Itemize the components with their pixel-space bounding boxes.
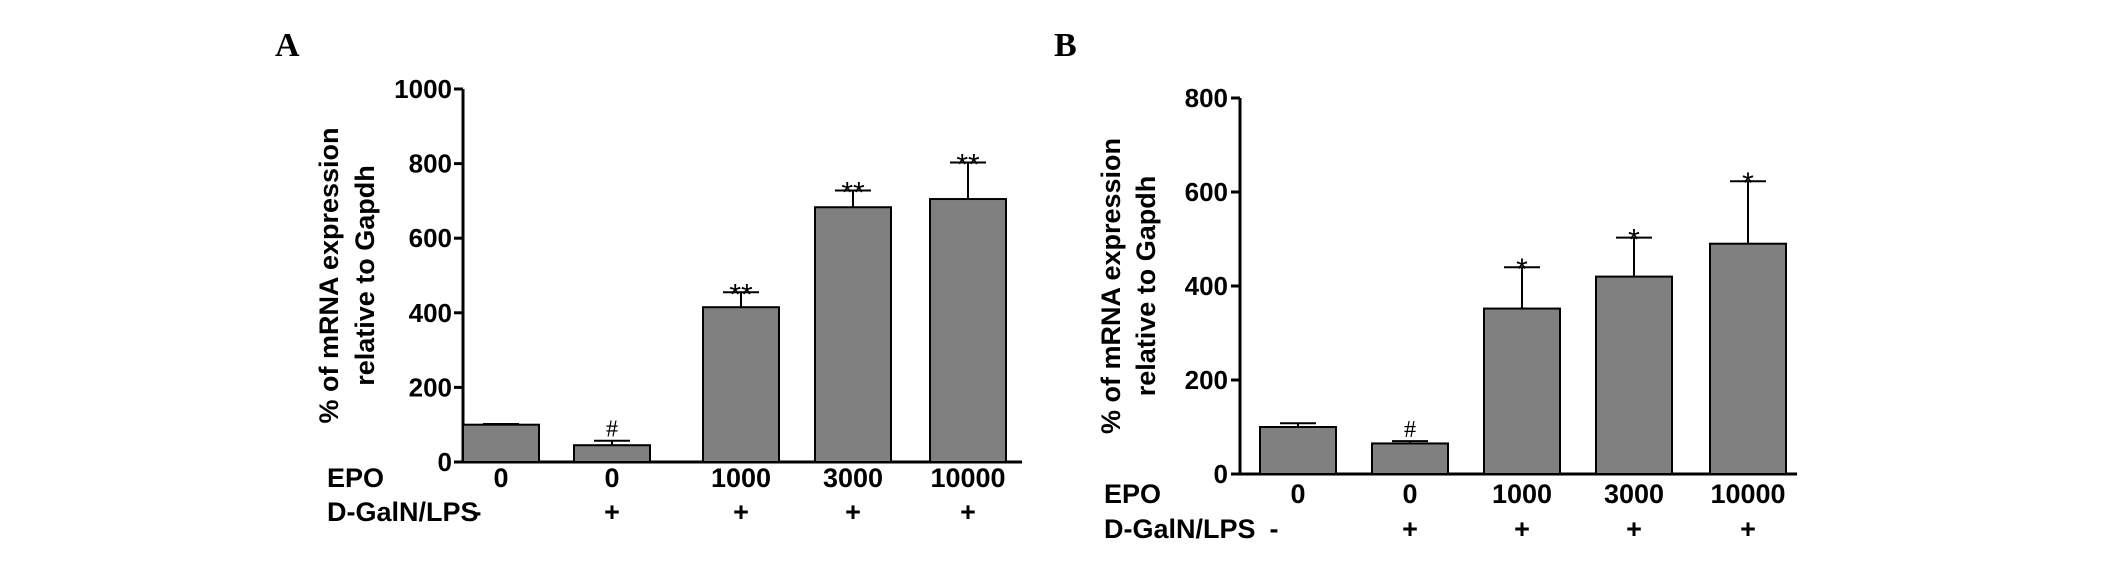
y-tick-label: 400 xyxy=(1185,271,1228,301)
y-tick-label: 200 xyxy=(409,372,452,402)
x-tick-label: 3000 xyxy=(1604,479,1664,509)
y-axis-label: relative to Gapdh xyxy=(1131,176,1161,397)
panel-b: B 0 200 400 600 800 % of mRNA expression relati… xyxy=(1054,27,1797,544)
bar xyxy=(929,198,1007,463)
y-tick-label: 0 xyxy=(438,447,452,477)
y-tick-label: 1000 xyxy=(394,74,452,104)
x-tick-label: 1000 xyxy=(711,463,771,493)
condition-row-label: D-GalN/LPS xyxy=(1104,514,1256,544)
significance-marker: ** xyxy=(729,278,753,311)
x-tick-label: + xyxy=(1740,514,1756,544)
significance-marker: * xyxy=(1628,224,1640,257)
significance-marker: # xyxy=(606,417,618,443)
x-tick-label: - xyxy=(473,497,482,527)
significance-marker: * xyxy=(1742,167,1754,200)
y-axis-label: % of mRNA expression xyxy=(1096,138,1126,434)
y-tick-label: 800 xyxy=(409,149,452,179)
y-tick-label: 800 xyxy=(1185,83,1228,113)
condition-row-label: D-GalN/LPS xyxy=(327,497,479,527)
x-tick-label: + xyxy=(1514,514,1530,544)
significance-marker: ** xyxy=(956,148,980,181)
y-axis-label: relative to Gapdh xyxy=(350,165,380,386)
x-tick-label: + xyxy=(1402,514,1418,544)
bar xyxy=(462,423,540,464)
condition-row-label: EPO xyxy=(1104,479,1161,509)
x-tick-label: 3000 xyxy=(823,463,883,493)
condition-row-label: EPO xyxy=(327,463,384,493)
x-tick-label: 0 xyxy=(1290,479,1305,509)
significance-marker: ** xyxy=(841,176,865,209)
bar xyxy=(1371,442,1449,476)
y-tick-label: 400 xyxy=(409,298,452,328)
y-tick-label: 600 xyxy=(1185,177,1228,207)
bar xyxy=(573,444,651,463)
bar xyxy=(702,306,780,463)
x-tick-label: 0 xyxy=(604,463,619,493)
y-tick-label: 600 xyxy=(409,223,452,253)
x-tick-label: + xyxy=(845,497,861,527)
y-tick-label: 200 xyxy=(1185,365,1228,395)
panel-a: A 0 200 400 600 800 1000 % of mRNA expression re… xyxy=(275,27,1022,527)
x-tick-label: + xyxy=(604,497,620,527)
x-tick-label: + xyxy=(1626,514,1642,544)
x-tick-label: 10000 xyxy=(930,463,1005,493)
bar xyxy=(1595,275,1673,475)
x-tick-label: + xyxy=(733,497,749,527)
x-tick-label: - xyxy=(1270,514,1279,544)
x-tick-label: 0 xyxy=(493,463,508,493)
significance-marker: # xyxy=(1404,417,1416,443)
y-axis-label: % of mRNA expression xyxy=(314,127,344,423)
bar xyxy=(814,206,892,463)
panel-letter: A xyxy=(275,27,300,64)
x-tick-label: 10000 xyxy=(1710,479,1785,509)
panel-letter: B xyxy=(1054,27,1077,64)
bar xyxy=(1259,426,1337,475)
x-tick-label: 0 xyxy=(1402,479,1417,509)
y-tick-label: 0 xyxy=(1214,459,1228,489)
significance-marker: * xyxy=(1516,253,1528,286)
bar xyxy=(1709,242,1787,475)
bar xyxy=(1483,307,1561,475)
x-tick-label: 1000 xyxy=(1492,479,1552,509)
x-tick-label: + xyxy=(960,497,976,527)
